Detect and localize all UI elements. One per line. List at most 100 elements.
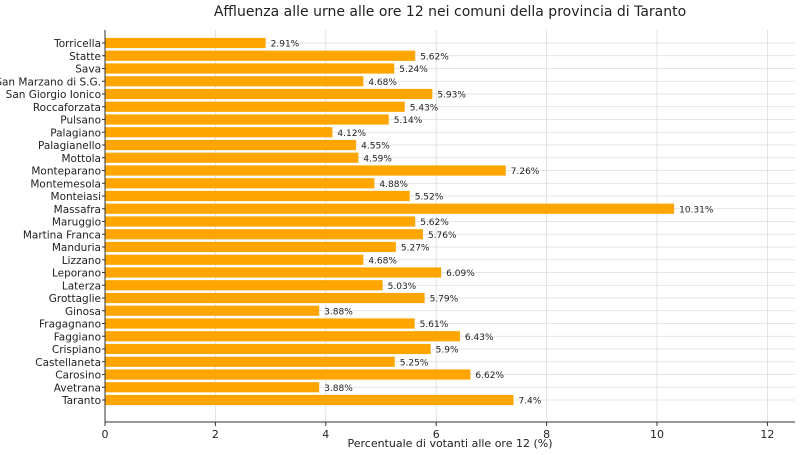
data-label: 5.61% bbox=[420, 320, 449, 330]
data-label: 10.31% bbox=[679, 205, 714, 215]
bar bbox=[105, 127, 333, 138]
x-tick-label: 12 bbox=[760, 428, 774, 441]
bar bbox=[105, 216, 416, 227]
category-label: Roccaforzata bbox=[33, 102, 101, 114]
category-label: Sava bbox=[75, 64, 101, 76]
data-label: 5.24% bbox=[399, 65, 428, 75]
data-label: 5.52% bbox=[415, 193, 444, 203]
category-label: Laterza bbox=[62, 280, 101, 292]
category-label: Taranto bbox=[61, 395, 101, 407]
x-tick-label: 4 bbox=[322, 428, 329, 441]
data-label: 5.03% bbox=[388, 282, 417, 292]
x-tick-label: 10 bbox=[650, 428, 664, 441]
data-label: 4.88% bbox=[379, 180, 408, 190]
category-label: Grottaglie bbox=[49, 293, 101, 305]
data-label: 3.88% bbox=[324, 307, 353, 317]
bar bbox=[105, 63, 395, 74]
category-label: Maruggio bbox=[52, 217, 101, 229]
data-label: 5.93% bbox=[437, 91, 466, 101]
x-tick-label: 6 bbox=[433, 428, 440, 441]
bar bbox=[105, 101, 405, 112]
bar bbox=[105, 203, 675, 214]
bar bbox=[105, 356, 395, 367]
data-label: 4.12% bbox=[337, 129, 366, 139]
data-label: 6.09% bbox=[446, 269, 475, 279]
bar bbox=[105, 394, 514, 406]
bar bbox=[105, 50, 416, 61]
x-tick-label: 0 bbox=[102, 428, 109, 441]
category-label: Palagiano bbox=[50, 127, 101, 139]
category-label: Monteiasi bbox=[51, 191, 101, 203]
bars: 2.91%5.62%5.24%4.68%5.93%5.43%5.14%4.12%… bbox=[105, 37, 714, 407]
bar bbox=[105, 382, 320, 393]
category-label: Martina Franca bbox=[23, 229, 101, 241]
data-label: 5.62% bbox=[420, 52, 449, 62]
bar bbox=[105, 178, 375, 189]
data-label: 5.79% bbox=[430, 295, 459, 305]
bar bbox=[105, 241, 396, 253]
category-label: Pulsano bbox=[60, 115, 101, 127]
category-label: Castellaneta bbox=[35, 357, 101, 369]
data-label: 5.76% bbox=[428, 231, 457, 241]
bar bbox=[105, 190, 410, 202]
category-label: Monteparano bbox=[31, 166, 101, 178]
bar bbox=[105, 229, 423, 240]
bar bbox=[105, 165, 506, 176]
bar bbox=[105, 280, 383, 291]
data-label: 3.88% bbox=[324, 384, 353, 394]
data-label: 5.9% bbox=[436, 346, 459, 356]
x-tick-label: 8 bbox=[543, 428, 550, 441]
category-label: Palagianello bbox=[38, 140, 101, 152]
data-label: 4.55% bbox=[361, 142, 390, 152]
bar bbox=[105, 267, 442, 278]
category-label: Avetrana bbox=[54, 382, 101, 394]
category-label: Montemesola bbox=[30, 178, 101, 190]
bar bbox=[105, 76, 364, 87]
category-label: Crispiano bbox=[52, 344, 101, 356]
category-label: Ginosa bbox=[65, 306, 101, 318]
category-label: Faggiano bbox=[54, 331, 101, 343]
data-label: 4.68% bbox=[368, 78, 397, 88]
bar bbox=[105, 305, 320, 316]
data-label: 5.25% bbox=[400, 358, 429, 368]
data-label: 5.27% bbox=[401, 244, 430, 254]
data-label: 6.62% bbox=[475, 371, 504, 381]
category-label: Massafra bbox=[54, 204, 101, 216]
bar bbox=[105, 318, 415, 329]
data-label: 7.4% bbox=[518, 397, 541, 407]
category-label: Statte bbox=[69, 51, 101, 63]
category-label: Manduria bbox=[52, 242, 101, 254]
x-tick-label: 2 bbox=[212, 428, 219, 441]
chart-title: Affluenza alle urne alle ore 12 nei comu… bbox=[214, 4, 686, 20]
bar bbox=[105, 139, 357, 151]
data-label: 6.43% bbox=[465, 333, 494, 343]
bar bbox=[105, 331, 460, 342]
category-label: Fragagnano bbox=[39, 319, 101, 331]
category-label: Carosino bbox=[55, 370, 101, 382]
data-label: 5.14% bbox=[394, 116, 423, 126]
x-axis-label: Percentuale di votanti alle ore 12 (%) bbox=[347, 437, 552, 450]
category-label: San Giorgio Ionico bbox=[6, 89, 101, 101]
category-label: Mottola bbox=[62, 153, 102, 165]
data-label: 4.59% bbox=[363, 154, 392, 164]
bar bbox=[105, 254, 364, 265]
data-label: 5.43% bbox=[410, 103, 439, 113]
bar bbox=[105, 292, 425, 304]
bar bbox=[105, 343, 431, 355]
bar bbox=[105, 88, 433, 100]
category-label: Torricella bbox=[53, 38, 101, 50]
category-label: Leporano bbox=[52, 268, 101, 280]
category-label: Lizzano bbox=[62, 255, 101, 267]
data-label: 4.68% bbox=[368, 256, 397, 266]
bar bbox=[105, 114, 389, 125]
bar bbox=[105, 37, 266, 49]
bar bbox=[105, 152, 359, 163]
data-label: 2.91% bbox=[271, 40, 300, 50]
category-label: San Marzano di S.G. bbox=[0, 76, 101, 88]
bar bbox=[105, 369, 471, 380]
data-label: 7.26% bbox=[511, 167, 540, 177]
data-label: 5.62% bbox=[420, 218, 449, 228]
